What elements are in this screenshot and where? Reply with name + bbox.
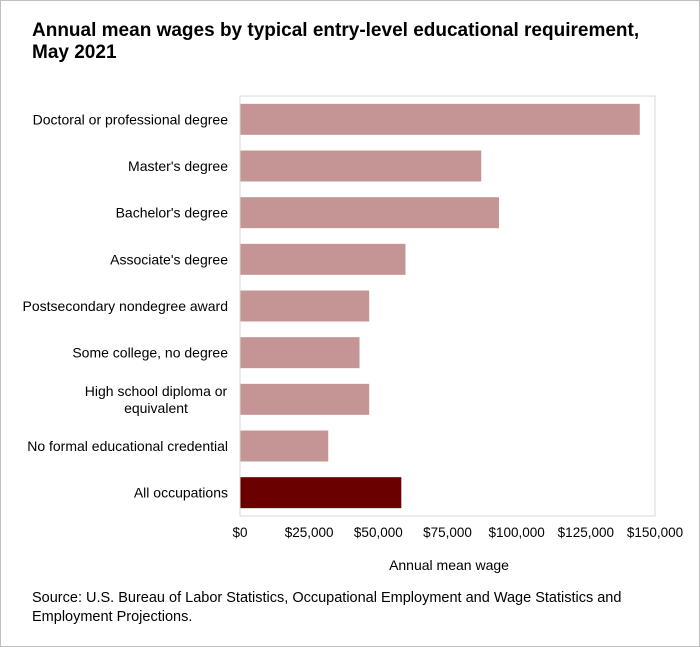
category-label-3: Associate's degree [110, 251, 228, 267]
category-label-5: Some college, no degree [72, 345, 228, 361]
plot-area [239, 95, 656, 517]
x-tick-label-6: $150,000 [627, 525, 683, 540]
category-label-7: No formal educational credential [27, 438, 228, 454]
x-tick-labels: $0 $25,000 $50,000 $75,000 $100,000 $125,000 $… [232, 525, 683, 540]
bar-1 [240, 150, 482, 182]
bar-8 [240, 477, 402, 509]
category-labels: Doctoral or professional degree Master's … [23, 111, 229, 500]
x-tick-label-4: $100,000 [489, 525, 545, 540]
bar-3 [240, 243, 406, 275]
bars-group [240, 103, 640, 509]
category-label-4: Postsecondary nondegree award [23, 298, 228, 314]
category-label-1: Master's degree [128, 158, 228, 174]
x-tick-label-0: $0 [232, 525, 247, 540]
bar-4 [240, 290, 370, 322]
category-label-0: Doctoral or professional degree [33, 111, 229, 127]
category-label-6: High school diploma or equivalent [85, 383, 228, 416]
chart-title: Annual mean wages by typical entry-level… [32, 20, 640, 63]
x-axis-label: Annual mean wage [389, 557, 509, 573]
category-label-8: All occupations [134, 485, 228, 501]
x-tick-label-1: $25,000 [285, 525, 334, 540]
bar-5 [240, 337, 360, 369]
x-tick-label-3: $75,000 [423, 525, 472, 540]
bar-2 [240, 197, 499, 229]
category-label-2: Bachelor's degree [116, 205, 229, 221]
bar-0 [240, 103, 640, 135]
source-note: Source: U.S. Bureau of Labor Statistics,… [32, 590, 622, 625]
bar-6 [240, 383, 370, 415]
bar-7 [240, 430, 329, 462]
x-tick-label-2: $50,000 [354, 525, 403, 540]
x-tick-label-5: $125,000 [558, 525, 614, 540]
